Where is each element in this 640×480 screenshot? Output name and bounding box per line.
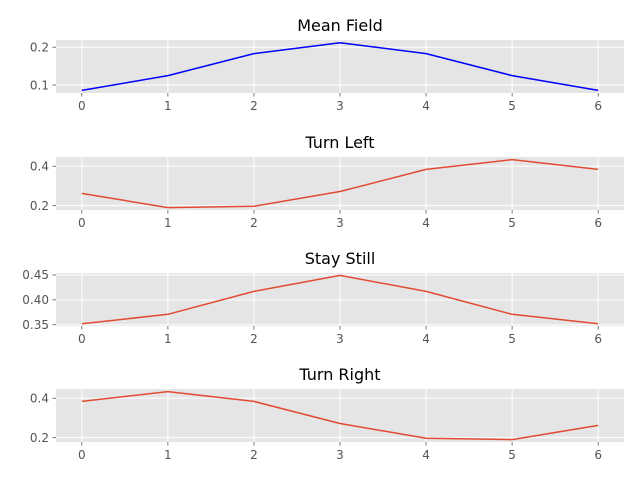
series-line <box>81 41 599 92</box>
x-tick-label: 5 <box>508 99 516 113</box>
x-tick-label: 6 <box>594 216 602 230</box>
x-tick-label: 4 <box>422 99 430 113</box>
x-tick-label: 1 <box>164 216 172 230</box>
y-tick-label: 0.4 <box>30 392 49 406</box>
x-tick-label: 1 <box>164 99 172 113</box>
subplot-title: Turn Right <box>298 365 380 384</box>
x-tick-label: 4 <box>422 448 430 462</box>
series-line <box>81 390 599 441</box>
subplot-title: Stay Still <box>305 249 376 268</box>
y-tick-label: 0.35 <box>22 318 49 332</box>
x-tick-label: 1 <box>164 332 172 346</box>
subplot-stay-still: 0 1 2 3 4 5 6 0.35 0.40 0.45 Stay Still <box>22 249 624 346</box>
x-tick-label: 2 <box>250 448 258 462</box>
x-tick-label: 4 <box>422 332 430 346</box>
x-tick-label: 5 <box>508 332 516 346</box>
x-tick-label: 4 <box>422 216 430 230</box>
series-line <box>81 158 599 209</box>
subplot-title: Mean Field <box>297 16 383 35</box>
y-tick-label: 0.45 <box>22 268 49 282</box>
subplot-turn-left: 0 1 2 3 4 5 6 0.2 0.4 Turn Left <box>30 133 624 230</box>
series-line <box>81 274 599 325</box>
y-tick-label: 0.2 <box>30 199 49 213</box>
x-tick-label: 6 <box>594 332 602 346</box>
subplot-turn-right: 0 1 2 3 4 5 6 0.2 0.4 Turn Right <box>30 365 624 462</box>
x-tick-label: 1 <box>164 448 172 462</box>
x-tick-label: 3 <box>336 332 344 346</box>
x-tick-label: 0 <box>78 332 86 346</box>
x-tick-label: 0 <box>78 99 86 113</box>
x-tick-label: 3 <box>336 448 344 462</box>
y-tick-label: 0.1 <box>30 78 49 92</box>
y-tick-label: 0.2 <box>30 431 49 445</box>
subplot-mean-field: 0 1 2 3 4 5 6 0.1 0.2 Mean Field <box>30 16 624 113</box>
x-tick-label: 2 <box>250 99 258 113</box>
x-tick-label: 2 <box>250 216 258 230</box>
x-tick-label: 3 <box>336 99 344 113</box>
x-tick-label: 6 <box>594 99 602 113</box>
x-tick-label: 6 <box>594 448 602 462</box>
y-tick-label: 0.40 <box>22 293 49 307</box>
x-tick-label: 0 <box>78 448 86 462</box>
x-tick-label: 0 <box>78 216 86 230</box>
x-tick-label: 2 <box>250 332 258 346</box>
y-tick-label: 0.2 <box>30 40 49 54</box>
x-tick-label: 3 <box>336 216 344 230</box>
x-tick-label: 5 <box>508 448 516 462</box>
y-tick-label: 0.4 <box>30 160 49 174</box>
subplot-title: Turn Left <box>304 133 374 152</box>
x-tick-label: 5 <box>508 216 516 230</box>
